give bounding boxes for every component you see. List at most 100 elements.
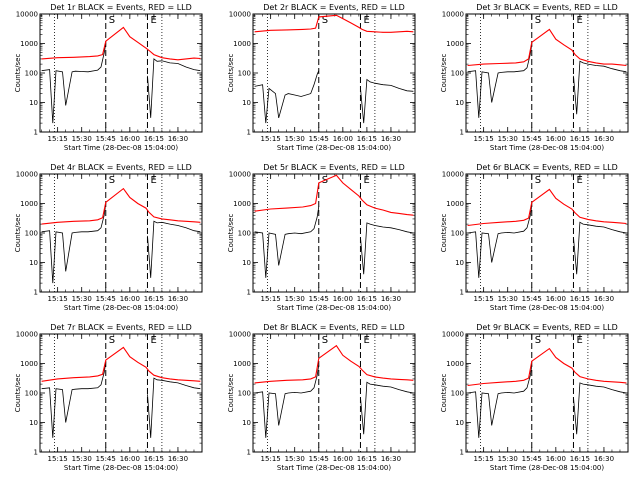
x-tick-label: 16:30 xyxy=(594,295,614,303)
y-tick-label: 1000 xyxy=(20,200,38,208)
marker-label: S xyxy=(322,335,328,346)
x-tick-label: 15:30 xyxy=(285,455,305,463)
x-tick-label: 16:00 xyxy=(333,295,353,303)
marker-label: E xyxy=(576,175,582,186)
x-axis-label: Start Time (28-Dec-08 15:04:00) xyxy=(490,464,604,472)
marker-label: S xyxy=(109,335,115,346)
x-tick-label: 16:00 xyxy=(333,135,353,143)
x-tick-label: 15:15 xyxy=(261,295,281,303)
x-tick-label: 16:15 xyxy=(144,135,164,143)
series-line-events xyxy=(254,70,414,124)
chart-title: Det 3r BLACK = Events, RED = LLD xyxy=(476,3,618,12)
marker-label: E xyxy=(150,15,156,26)
y-tick-label: 100 xyxy=(238,230,251,238)
chart-panel-5: Det 5r BLACK = Events, RED = LLD 1 10 100 10… xyxy=(227,163,416,312)
x-tick-label: 15:15 xyxy=(474,135,494,143)
x-tick-label: 16:00 xyxy=(120,455,140,463)
y-tick-label: 1 xyxy=(460,129,464,137)
series-line-events xyxy=(467,44,627,118)
y-tick-label: 10 xyxy=(242,419,251,427)
y-tick-label: 10 xyxy=(29,259,38,267)
chart-title: Det 9r BLACK = Events, RED = LLD xyxy=(476,323,618,332)
chart-title: Det 2r BLACK = Events, RED = LLD xyxy=(263,3,405,12)
x-tick-label: 15:45 xyxy=(96,135,116,143)
plot-frame xyxy=(39,13,203,133)
y-tick-label: 100 xyxy=(451,390,464,398)
series-line-lld xyxy=(254,14,414,33)
y-axis-label: Counts/sec xyxy=(440,214,448,253)
y-tick-label: 10000 xyxy=(16,331,38,339)
x-axis-label: Start Time (28-Dec-08 15:04:00) xyxy=(490,144,604,152)
y-tick-label: 10 xyxy=(455,99,464,107)
y-tick-label: 1000 xyxy=(446,200,464,208)
series-line-lld xyxy=(467,28,627,67)
chart-panel-7: Det 7r BLACK = Events, RED = LLD 1 10 100 10… xyxy=(14,323,203,472)
x-tick-label: 16:00 xyxy=(120,135,140,143)
x-tick-label: 15:15 xyxy=(48,455,68,463)
y-tick-label: 1000 xyxy=(233,40,251,48)
y-axis-label: Counts/sec xyxy=(14,214,22,253)
y-tick-label: 100 xyxy=(25,70,38,78)
chart-panel-8: Det 8r BLACK = Events, RED = LLD 1 10 100 10… xyxy=(227,323,416,472)
series-line-lld xyxy=(41,187,201,225)
y-tick-label: 1000 xyxy=(233,360,251,368)
y-tick-label: 1000 xyxy=(233,200,251,208)
x-tick-label: 15:30 xyxy=(72,455,92,463)
x-tick-label: 16:15 xyxy=(570,295,590,303)
y-axis-label: Counts/sec xyxy=(227,374,235,413)
x-tick-label: 16:00 xyxy=(546,455,566,463)
y-tick-label: 100 xyxy=(451,70,464,78)
x-tick-label: 15:45 xyxy=(522,455,542,463)
x-tick-label: 15:30 xyxy=(285,135,305,143)
x-tick-label: 15:15 xyxy=(48,135,68,143)
series-line-events xyxy=(41,203,201,284)
series-line-lld xyxy=(41,346,201,382)
y-tick-label: 1 xyxy=(34,129,38,137)
y-tick-label: 10000 xyxy=(229,171,251,179)
x-axis-label: Start Time (28-Dec-08 15:04:00) xyxy=(64,144,178,152)
x-axis-label: Start Time (28-Dec-08 15:04:00) xyxy=(64,464,178,472)
marker-label: S xyxy=(535,335,541,346)
y-tick-label: 1000 xyxy=(20,40,38,48)
y-tick-label: 1 xyxy=(34,449,38,457)
plot-frame xyxy=(252,173,416,293)
x-tick-label: 16:30 xyxy=(381,135,401,143)
y-tick-label: 1 xyxy=(460,289,464,297)
x-axis-label: Start Time (28-Dec-08 15:04:00) xyxy=(277,464,391,472)
y-tick-label: 10 xyxy=(29,419,38,427)
x-tick-label: 15:45 xyxy=(309,135,329,143)
y-tick-label: 1 xyxy=(247,129,251,137)
y-tick-label: 10000 xyxy=(442,171,464,179)
x-axis-label: Start Time (28-Dec-08 15:04:00) xyxy=(64,304,178,312)
plot-frame xyxy=(252,13,416,133)
x-tick-label: 16:30 xyxy=(168,295,188,303)
series-line-events xyxy=(41,43,201,124)
x-tick-label: 15:15 xyxy=(474,295,494,303)
x-tick-label: 16:15 xyxy=(570,455,590,463)
marker-label: S xyxy=(535,175,541,186)
chart-title: Det 7r BLACK = Events, RED = LLD xyxy=(50,323,192,332)
x-tick-label: 15:15 xyxy=(474,455,494,463)
series-line-events xyxy=(254,206,414,278)
x-tick-label: 15:15 xyxy=(261,135,281,143)
marker-label: S xyxy=(535,15,541,26)
x-tick-label: 16:30 xyxy=(381,295,401,303)
x-tick-label: 16:00 xyxy=(333,455,353,463)
x-tick-label: 15:30 xyxy=(498,295,518,303)
y-tick-label: 1 xyxy=(34,289,38,297)
marker-label: S xyxy=(322,15,328,26)
chart-title: Det 8r BLACK = Events, RED = LLD xyxy=(263,323,405,332)
plot-frame xyxy=(252,333,416,453)
series-line-events xyxy=(41,362,201,438)
marker-label: E xyxy=(363,175,369,186)
chart-panel-3: Det 3r BLACK = Events, RED = LLD 1 10 100 10… xyxy=(440,3,629,152)
series-line-events xyxy=(467,365,627,438)
x-tick-label: 16:15 xyxy=(570,135,590,143)
x-tick-label: 15:30 xyxy=(285,295,305,303)
y-tick-label: 10 xyxy=(29,99,38,107)
y-axis-label: Counts/sec xyxy=(440,374,448,413)
y-tick-label: 10000 xyxy=(229,331,251,339)
x-tick-label: 15:30 xyxy=(72,295,92,303)
chart-panel-6: Det 6r BLACK = Events, RED = LLD 1 10 100 10… xyxy=(440,163,629,312)
